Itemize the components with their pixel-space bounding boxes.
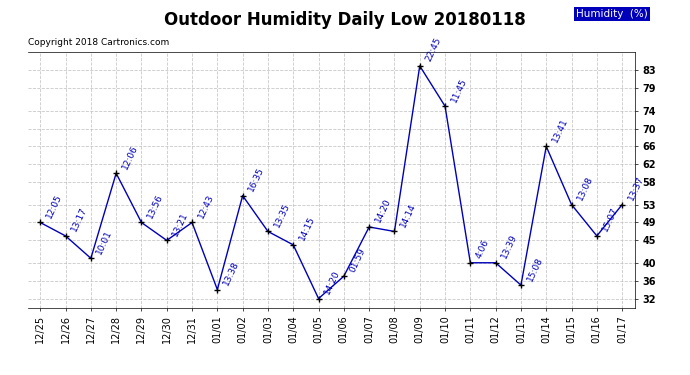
Text: 12:06: 12:06: [120, 143, 139, 171]
Text: 13:56: 13:56: [146, 192, 165, 220]
Text: Humidity  (%): Humidity (%): [576, 9, 648, 20]
Text: 14:15: 14:15: [297, 215, 317, 242]
Text: 14:20: 14:20: [373, 197, 393, 224]
Text: 13:38: 13:38: [221, 260, 241, 287]
Text: 22:45: 22:45: [424, 36, 443, 63]
Text: 4:06: 4:06: [475, 238, 491, 260]
Text: Outdoor Humidity Daily Low 20180118: Outdoor Humidity Daily Low 20180118: [164, 11, 526, 29]
Text: 10:01: 10:01: [95, 228, 114, 255]
Text: 13:39: 13:39: [500, 233, 519, 260]
Text: 01:59: 01:59: [348, 246, 367, 273]
Text: 13:41: 13:41: [551, 117, 569, 144]
Text: 16:35: 16:35: [247, 166, 266, 193]
Text: 15:07: 15:07: [601, 206, 620, 233]
Text: 13:17: 13:17: [70, 206, 89, 233]
Text: 13:21: 13:21: [171, 210, 190, 238]
Text: 13:37: 13:37: [627, 175, 645, 202]
Text: 14:20: 14:20: [323, 269, 342, 296]
Text: 11:45: 11:45: [449, 76, 469, 104]
Text: 13:35: 13:35: [272, 201, 291, 229]
Text: 15:08: 15:08: [525, 255, 544, 282]
Text: 12:43: 12:43: [196, 193, 215, 220]
Text: 12:05: 12:05: [44, 193, 63, 220]
Text: Copyright 2018 Cartronics.com: Copyright 2018 Cartronics.com: [28, 38, 169, 47]
Text: 14:14: 14:14: [399, 202, 417, 229]
Text: 13:08: 13:08: [575, 175, 595, 202]
